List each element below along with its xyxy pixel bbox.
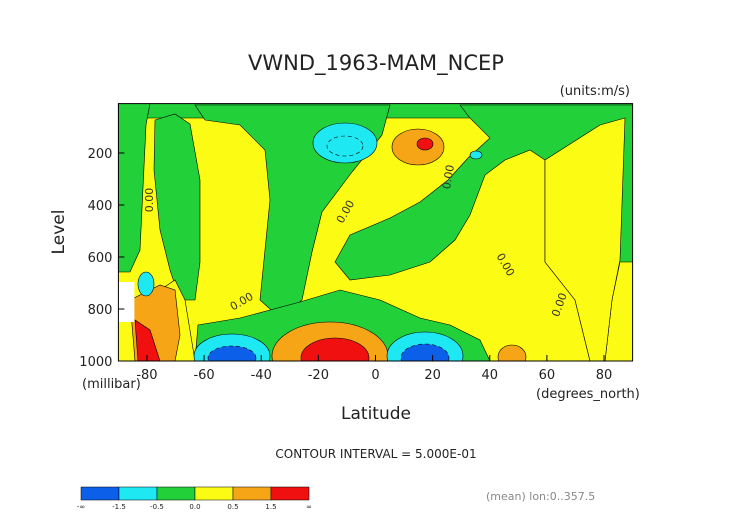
region: [497, 344, 527, 361]
colorbar-label: -1.5: [112, 503, 126, 511]
x-tick-label: 40: [481, 368, 498, 383]
colorbar-label: -0.5: [150, 503, 164, 511]
contour-interval: CONTOUR INTERVAL = 5.000E-01: [275, 447, 476, 461]
y-units-label: (millibar): [82, 377, 141, 392]
y-tick-label: 800: [88, 303, 113, 318]
region: [469, 150, 483, 160]
region: [544, 117, 626, 361]
y-tick-label: 400: [88, 199, 113, 214]
region: [326, 135, 364, 157]
y-axis-label: Level: [49, 210, 69, 255]
colorbar-label: ∞: [306, 503, 312, 511]
x-tick-label: -40: [251, 368, 272, 383]
colorbar-swatch: [118, 486, 158, 501]
x-tick-label: -60: [193, 368, 214, 383]
x-tick-label: 20: [424, 368, 441, 383]
region: [134, 319, 161, 361]
region: [416, 137, 434, 151]
footnote: (mean) lon:0..357.5: [486, 490, 595, 503]
colorbar-swatch: [232, 486, 272, 501]
x-units-label: (degrees_north): [536, 387, 640, 402]
y-tick-label: 1000: [79, 355, 112, 370]
region: [137, 271, 155, 297]
field: 0.00 0.000.000.000.000.00: [118, 103, 633, 361]
colorbar-label: -∞: [77, 503, 85, 511]
colorbar-label: 0.0: [189, 503, 200, 511]
colorbar-swatch: [194, 486, 234, 501]
colorbar-label: 0.5: [227, 503, 238, 511]
chart-title: VWND_1963-MAM_NCEP: [248, 51, 504, 76]
colorbar-label: 1.5: [265, 503, 276, 511]
y-tick-label: 200: [88, 147, 113, 162]
colorbar-swatch: [270, 486, 310, 501]
missing-region: [118, 282, 135, 322]
region: [153, 113, 201, 301]
region: [207, 345, 257, 361]
contour-label: 0.00: [143, 188, 156, 213]
x-tick-label: -20: [308, 368, 329, 383]
contour-label: 0.00: [440, 164, 457, 190]
x-tick-label: 0: [371, 368, 379, 383]
x-tick-label: 80: [596, 368, 613, 383]
x-axis-label: Latitude: [341, 404, 411, 424]
region: [118, 103, 151, 273]
colorbar-swatch: [156, 486, 196, 501]
region: [400, 343, 450, 361]
contour-field: 0.00 0.000.000.000.000.00: [118, 103, 633, 361]
x-tick-label: 60: [539, 368, 556, 383]
x-tick-label: -80: [136, 368, 157, 383]
y-tick-label: 600: [88, 251, 113, 266]
units-label: (units:m/s): [560, 84, 630, 99]
colorbar-swatch: [80, 486, 120, 501]
